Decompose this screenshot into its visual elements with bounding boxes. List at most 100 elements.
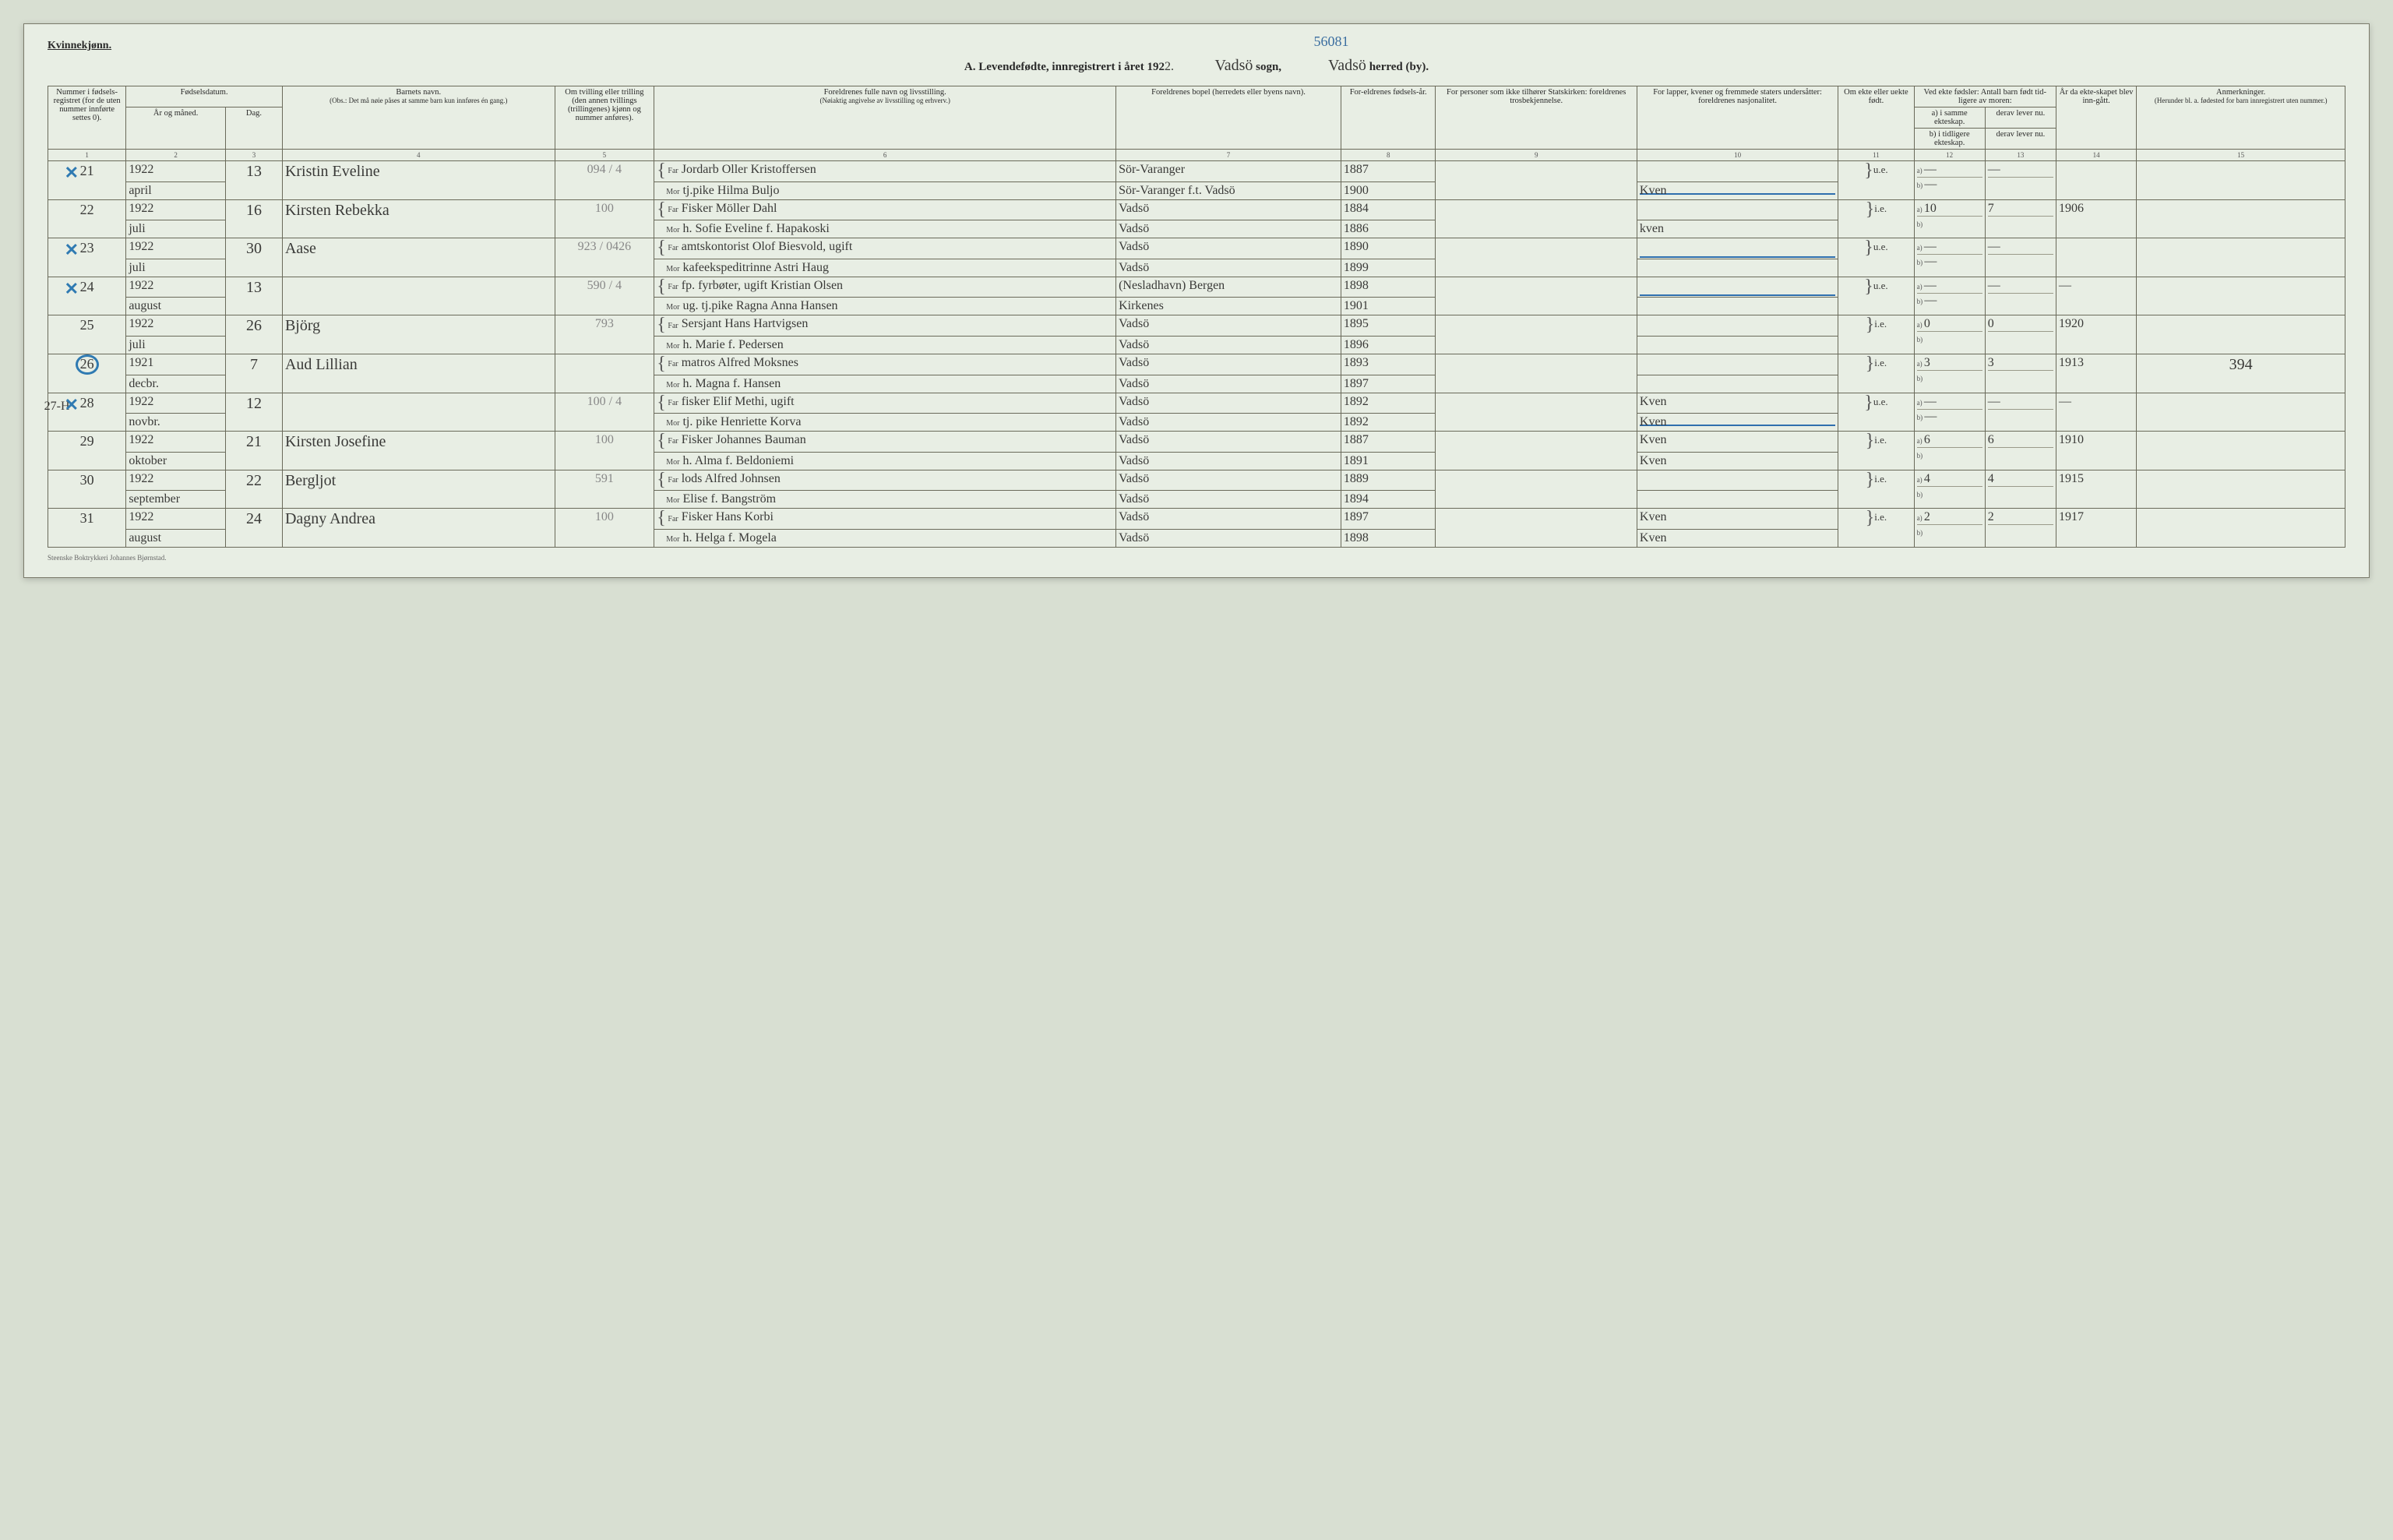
- record-number: ✕23: [48, 238, 126, 277]
- father-place: Vadsö: [1116, 509, 1341, 530]
- table-row: 31192224Dagny Andrea100{ FarFisker Hans …: [48, 509, 2345, 530]
- child-name: Bergljot: [282, 470, 555, 509]
- col-5-header: Om tvilling eller trilling (den annen tv…: [555, 86, 654, 150]
- record-number: 27-H✕28: [48, 393, 126, 432]
- day: 26: [225, 315, 282, 354]
- month: august: [126, 298, 226, 315]
- mother: Morh. Helga f. Mogela: [654, 529, 1116, 547]
- father: { FarJordarb Oller Kristoffersen: [654, 161, 1116, 182]
- confession: [1436, 432, 1637, 470]
- colnum: 8: [1341, 150, 1436, 161]
- mother-place: Kirkenes: [1116, 298, 1341, 315]
- year: 1922: [126, 509, 226, 530]
- day: 30: [225, 238, 282, 277]
- table-row: ✕21192213Kristin Eveline094 / 4{ FarJord…: [48, 161, 2345, 182]
- table-body: ✕21192213Kristin Eveline094 / 4{ FarJord…: [48, 161, 2345, 548]
- mother-birthyear: 1891: [1341, 452, 1436, 470]
- col-4-top: Barnets navn.: [285, 88, 552, 97]
- col-7-header: Foreldrenes bopel (herredets eller byens…: [1116, 86, 1341, 150]
- father-place: Vadsö: [1116, 315, 1341, 337]
- marriage-year: 1917: [2056, 509, 2136, 548]
- children-count: a) 10b): [1914, 199, 1985, 238]
- colnum: 2: [126, 150, 226, 161]
- record-number: 25: [48, 315, 126, 354]
- colnum: 5: [555, 150, 654, 161]
- day: 13: [225, 277, 282, 315]
- father-birthyear: 1892: [1341, 393, 1436, 414]
- father: { Farmatros Alfred Moksnes: [654, 354, 1116, 375]
- child-name: Kirsten Josefine: [282, 432, 555, 470]
- record-number: ✕21: [48, 161, 126, 200]
- table-row: 22192216Kirsten Rebekka100{ FarFisker Mö…: [48, 199, 2345, 220]
- day: 24: [225, 509, 282, 548]
- father-birthyear: 1898: [1341, 277, 1436, 298]
- nationality-mother: Kven: [1637, 414, 1838, 432]
- colnum: 12: [1914, 150, 1985, 161]
- father-place: Sör-Varanger: [1116, 161, 1341, 182]
- year: 1922: [126, 432, 226, 453]
- title-line: A. Levendefødte, innregistrert i året 19…: [48, 57, 2345, 75]
- nationality-mother: Kven: [1637, 452, 1838, 470]
- father-birthyear: 1895: [1341, 315, 1436, 337]
- ledger-page: Kvinnekjønn. 56081 A. Levendefødte, innr…: [23, 23, 2370, 578]
- living-count: —: [1985, 393, 2056, 432]
- col-4-header: Barnets navn. (Obs.: Det må nøie påses a…: [282, 86, 555, 150]
- col-12a: a) i samme ekteskap.: [1914, 107, 1985, 129]
- colnum: 10: [1637, 150, 1838, 161]
- living-count: 4: [1985, 470, 2056, 509]
- legitimacy: }i.e.: [1838, 509, 1914, 548]
- confession: [1436, 238, 1637, 277]
- father: { FarFisker Hans Korbi: [654, 509, 1116, 530]
- father: { Faramtskontorist Olof Biesvold, ugift: [654, 238, 1116, 259]
- remark: [2137, 393, 2345, 432]
- colnum: 1: [48, 150, 126, 161]
- year: 1921: [126, 354, 226, 375]
- nationality-father: Kven: [1637, 432, 1838, 453]
- colnum: 4: [282, 150, 555, 161]
- father: { Farfp. fyrbøter, ugift Kristian Olsen: [654, 277, 1116, 298]
- twin-note: 100: [555, 509, 654, 548]
- children-count: a) —b) —: [1914, 238, 1985, 277]
- nationality-father: [1637, 161, 1838, 182]
- marriage-year: 1906: [2056, 199, 2136, 238]
- mother-birthyear: 1899: [1341, 259, 1436, 277]
- remark: [2137, 238, 2345, 277]
- year: 1922: [126, 470, 226, 491]
- father-birthyear: 1889: [1341, 470, 1436, 491]
- child-name: [282, 393, 555, 432]
- colnum: 3: [225, 150, 282, 161]
- table-row: 30192222Bergljot591{ Farlods Alfred John…: [48, 470, 2345, 491]
- ledger-table: Nummer i fødsels-registret (for de uten …: [48, 86, 2345, 548]
- legitimacy: }u.e.: [1838, 238, 1914, 277]
- col-4-sub: (Obs.: Det må nøie påses at samme barn k…: [285, 97, 552, 104]
- children-count: a) 2b): [1914, 509, 1985, 548]
- record-number: 22: [48, 199, 126, 238]
- remark: 394: [2137, 354, 2345, 393]
- mother-birthyear: 1897: [1341, 375, 1436, 393]
- mother-place: Vadsö: [1116, 220, 1341, 238]
- marriage-year: 1915: [2056, 470, 2136, 509]
- colnum: 14: [2056, 150, 2136, 161]
- colnum: 13: [1985, 150, 2056, 161]
- col-2-year: År og måned.: [126, 107, 226, 150]
- record-number: 30: [48, 470, 126, 509]
- col-10-header: For lapper, kvener og fremmede staters u…: [1637, 86, 1838, 150]
- mother-place: Vadsö: [1116, 452, 1341, 470]
- col-8-header: For-eldrenes fødsels-år.: [1341, 86, 1436, 150]
- legitimacy: }i.e.: [1838, 432, 1914, 470]
- year-digit: 2.: [1165, 60, 1174, 73]
- colnum: 15: [2137, 150, 2345, 161]
- record-number: 26: [48, 354, 126, 393]
- nationality-mother: [1637, 336, 1838, 354]
- mother-place: Vadsö: [1116, 414, 1341, 432]
- mother: Morh. Magna f. Hansen: [654, 375, 1116, 393]
- children-count: a) —b) —: [1914, 161, 1985, 200]
- table-header: Nummer i fødsels-registret (for de uten …: [48, 86, 2345, 161]
- mother-place: Vadsö: [1116, 375, 1341, 393]
- confession: [1436, 199, 1637, 238]
- father: { FarSersjant Hans Hartvigsen: [654, 315, 1116, 337]
- day: 16: [225, 199, 282, 238]
- legitimacy: }u.e.: [1838, 393, 1914, 432]
- twin-note: [555, 354, 654, 393]
- year: 1922: [126, 199, 226, 220]
